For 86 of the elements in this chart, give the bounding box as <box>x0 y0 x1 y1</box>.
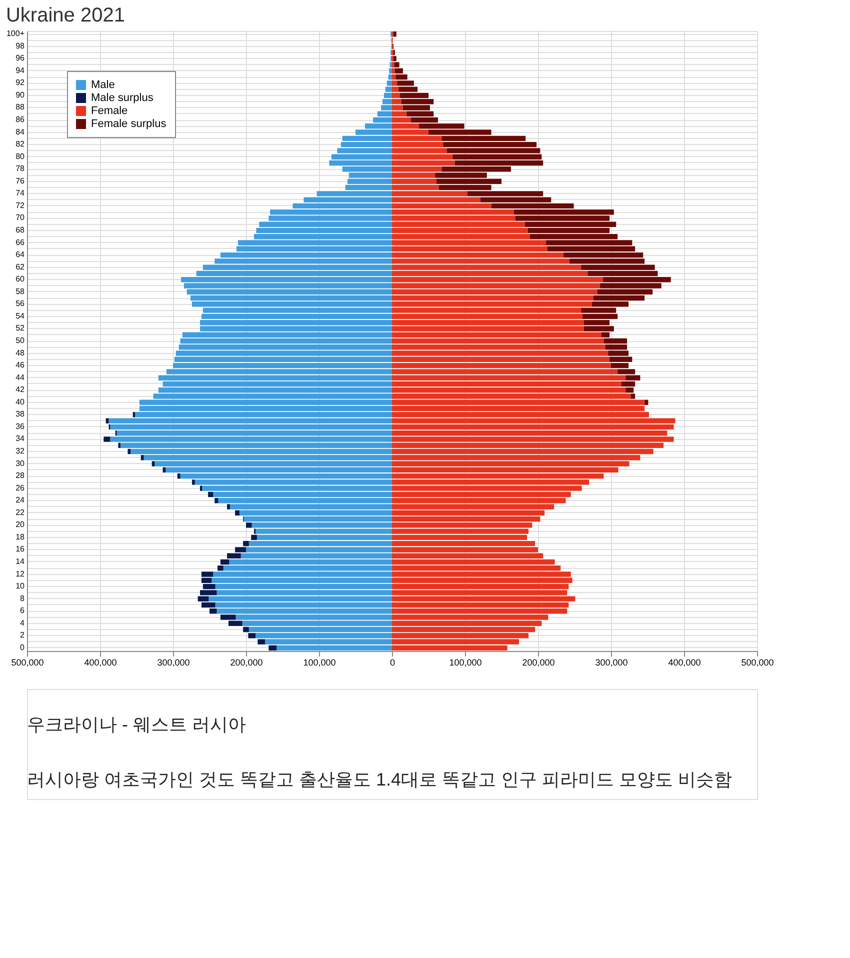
legend-label: Male <box>91 79 115 91</box>
y-tick-label: 74 <box>16 188 26 198</box>
bar <box>214 498 218 504</box>
y-tick-label: 92 <box>16 78 26 88</box>
y-tick-label: 78 <box>16 164 26 174</box>
bar <box>258 639 265 644</box>
y-tick-label: 64 <box>16 250 26 260</box>
y-tick-label: 68 <box>16 226 26 235</box>
x-tick-label: 500,000 <box>741 658 774 668</box>
bar <box>152 461 155 466</box>
y-tick-label: 10 <box>16 582 26 591</box>
y-tick-label: 82 <box>16 140 26 149</box>
bar <box>246 522 252 528</box>
y-tick-label: 34 <box>16 434 26 444</box>
y-tick-label: 4 <box>20 618 26 628</box>
y-tick-label: 0 <box>20 642 26 652</box>
y-tick-label: 14 <box>16 556 26 566</box>
y-tick-label: 94 <box>16 66 26 75</box>
x-tick-label: 500,000 <box>11 658 44 668</box>
x-tick-label: 400,000 <box>668 658 701 668</box>
y-tick-label: 76 <box>16 176 26 186</box>
bar <box>268 645 277 651</box>
x-tick-label: 100,000 <box>449 658 482 668</box>
y-tick-label: 20 <box>16 520 26 530</box>
y-tick-label: 40 <box>16 397 26 406</box>
bar <box>177 473 180 479</box>
y-tick-label: 6 <box>20 606 26 616</box>
y-tick-label: 58 <box>16 286 26 296</box>
y-tick-label: 52 <box>16 324 26 333</box>
legend-label: Female <box>91 105 128 117</box>
y-tick-label: 98 <box>16 41 26 50</box>
x-tick-label: 300,000 <box>157 658 190 668</box>
bar <box>128 448 131 454</box>
x-tick-label: 200,000 <box>230 658 263 668</box>
y-tick-label: 56 <box>16 299 26 308</box>
y-tick-label: 32 <box>16 446 26 456</box>
legend-label: Male surplus <box>91 92 154 104</box>
x-tick-label: 300,000 <box>595 658 628 668</box>
y-tick-label: 46 <box>16 360 26 370</box>
text: 러시아랑 여초국가인 것도 똑같고 출산율도 1.4대로 똑같고 인구 피라미드 모양도 비슷함 <box>27 770 732 790</box>
y-tick-label: 42 <box>16 385 26 394</box>
y-tick-label: 24 <box>16 496 26 505</box>
y-tick-label: 22 <box>16 508 26 517</box>
bar <box>192 480 195 485</box>
y-tick-label: 60 <box>16 274 26 284</box>
bar <box>104 436 110 442</box>
y-tick-label: 62 <box>16 262 26 272</box>
y-tick-label: 96 <box>16 54 26 63</box>
y-tick-label: 8 <box>20 594 26 603</box>
x-tick-label: 100,000 <box>303 658 336 668</box>
chart-title: Ukraine 2021 <box>6 4 125 27</box>
x-tick-label: 400,000 <box>84 658 117 668</box>
bar <box>208 492 214 498</box>
bar <box>106 418 109 424</box>
y-tick-label: 2 <box>20 630 26 640</box>
x-tick-label: 200,000 <box>522 658 555 668</box>
y-tick-label: 18 <box>16 532 26 542</box>
y-tick-label: 44 <box>16 372 26 382</box>
text: 우크라이나 - 웨스트 러시아 <box>27 714 246 734</box>
bar <box>644 400 648 405</box>
bar <box>140 455 144 460</box>
bar <box>235 510 240 516</box>
y-tick-label: 84 <box>16 127 26 136</box>
y-tick-label: 54 <box>16 311 26 320</box>
y-tick-label: 70 <box>16 213 26 222</box>
y-tick-label: 38 <box>16 410 26 419</box>
y-tick-label: 30 <box>16 458 26 468</box>
y-tick-label: 26 <box>16 483 26 492</box>
bar <box>227 504 230 510</box>
y-tick-label: 90 <box>16 90 26 100</box>
bar <box>393 31 396 37</box>
y-tick-label: 80 <box>16 152 26 161</box>
y-tick-label: 100+ <box>6 29 25 38</box>
y-tick-label: 36 <box>16 422 26 431</box>
legend-label: Female surplus <box>91 118 167 130</box>
y-tick-label: 86 <box>16 115 26 124</box>
bar <box>132 412 136 418</box>
x-tick-label: 0 <box>390 658 396 668</box>
y-tick-label: 48 <box>16 348 26 358</box>
y-tick-label: 66 <box>16 238 26 247</box>
y-tick-label: 16 <box>16 544 26 554</box>
y-tick-label: 50 <box>16 336 26 345</box>
y-tick-label: 88 <box>16 102 26 112</box>
y-tick-label: 72 <box>16 200 26 210</box>
y-tick-label: 12 <box>16 569 26 578</box>
y-tick-label: 28 <box>16 471 26 480</box>
